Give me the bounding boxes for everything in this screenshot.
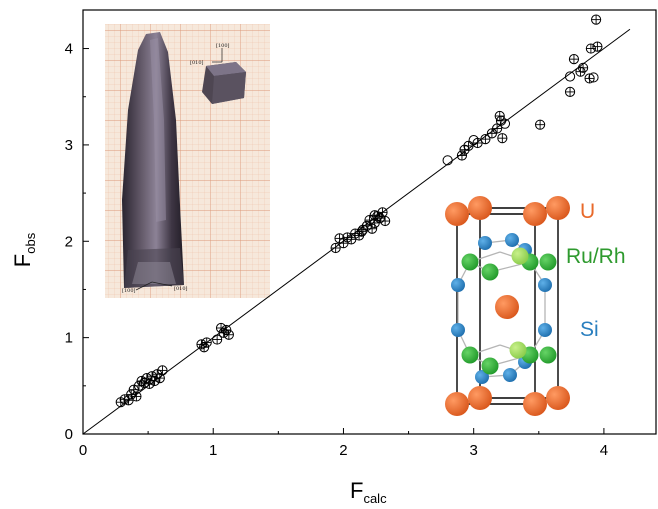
- data-point-crossed: [131, 391, 142, 402]
- crystal-rod: [122, 32, 184, 288]
- data-point-crossed: [212, 334, 223, 345]
- data-point-crossed: [534, 119, 546, 130]
- data-point-crossed: [141, 373, 152, 384]
- y-axis-sub: obs: [23, 232, 38, 253]
- data-point-crossed: [592, 41, 603, 52]
- y-tick-label: 2: [65, 233, 73, 250]
- data-point-crossed: [380, 215, 391, 227]
- x-tick-label: 2: [339, 442, 347, 459]
- data-point-open: [564, 71, 576, 82]
- x-tick-label: 1: [209, 442, 217, 459]
- label-ru-rh: Ru/Rh: [566, 245, 626, 268]
- data-point-crossed: [367, 223, 378, 234]
- x-axis-sub: calc: [363, 491, 387, 506]
- data-point-crossed: [480, 134, 491, 145]
- y-tick-label: 4: [65, 41, 73, 58]
- data-point-crossed: [201, 337, 212, 348]
- data-points: [115, 14, 603, 408]
- data-point-crossed: [486, 128, 498, 139]
- data-point-crossed: [136, 375, 147, 387]
- label-si: Si: [580, 318, 599, 341]
- data-point-crossed: [330, 242, 341, 254]
- y-tick-label: 0: [65, 426, 73, 443]
- data-point-open: [499, 118, 511, 129]
- data-point-crossed: [154, 373, 165, 384]
- data-point-crossed: [356, 226, 367, 237]
- data-point-open: [442, 155, 453, 166]
- data-point-open: [588, 72, 599, 83]
- data-point-crossed: [459, 144, 470, 155]
- data-point-crossed: [590, 14, 602, 25]
- inset-crystal-photo: [100] [010] [100] [010]: [105, 24, 270, 298]
- data-point-crossed: [361, 220, 372, 231]
- y-axis-main: F: [10, 254, 35, 267]
- direction-label: [010]: [174, 286, 187, 292]
- data-point-crossed: [157, 365, 168, 376]
- data-point-crossed: [223, 329, 234, 340]
- data-point-crossed: [144, 378, 155, 389]
- label-u: U: [580, 200, 595, 223]
- y-tick-label: 1: [65, 330, 73, 347]
- data-point-crossed: [374, 213, 386, 224]
- data-point-crossed: [463, 140, 474, 151]
- data-point-crossed: [577, 62, 589, 73]
- data-point-crossed: [585, 43, 596, 54]
- axis-ticks: 0 1 2 3 4 0 1 2 3 4: [65, 41, 608, 459]
- data-point-crossed: [369, 210, 380, 221]
- x-axis-main: F: [350, 478, 363, 503]
- y-axis-title: Fobs: [10, 232, 38, 267]
- data-point-crossed: [564, 86, 576, 98]
- direction-label: [010]: [190, 60, 203, 66]
- x-tick-label: 0: [79, 442, 87, 459]
- data-point-crossed: [456, 150, 468, 161]
- x-axis-title: Fcalc: [350, 478, 387, 506]
- crystal-structure-inset: [445, 196, 570, 416]
- data-point-crossed: [497, 133, 508, 144]
- direction-label: [100]: [122, 288, 135, 294]
- x-tick-label: 3: [470, 442, 478, 459]
- data-point-crossed: [568, 54, 580, 65]
- plot-frame: [82, 9, 657, 435]
- x-tick-label: 4: [600, 442, 608, 459]
- y-tick-label: 3: [65, 137, 73, 154]
- direction-label: [100]: [216, 43, 229, 49]
